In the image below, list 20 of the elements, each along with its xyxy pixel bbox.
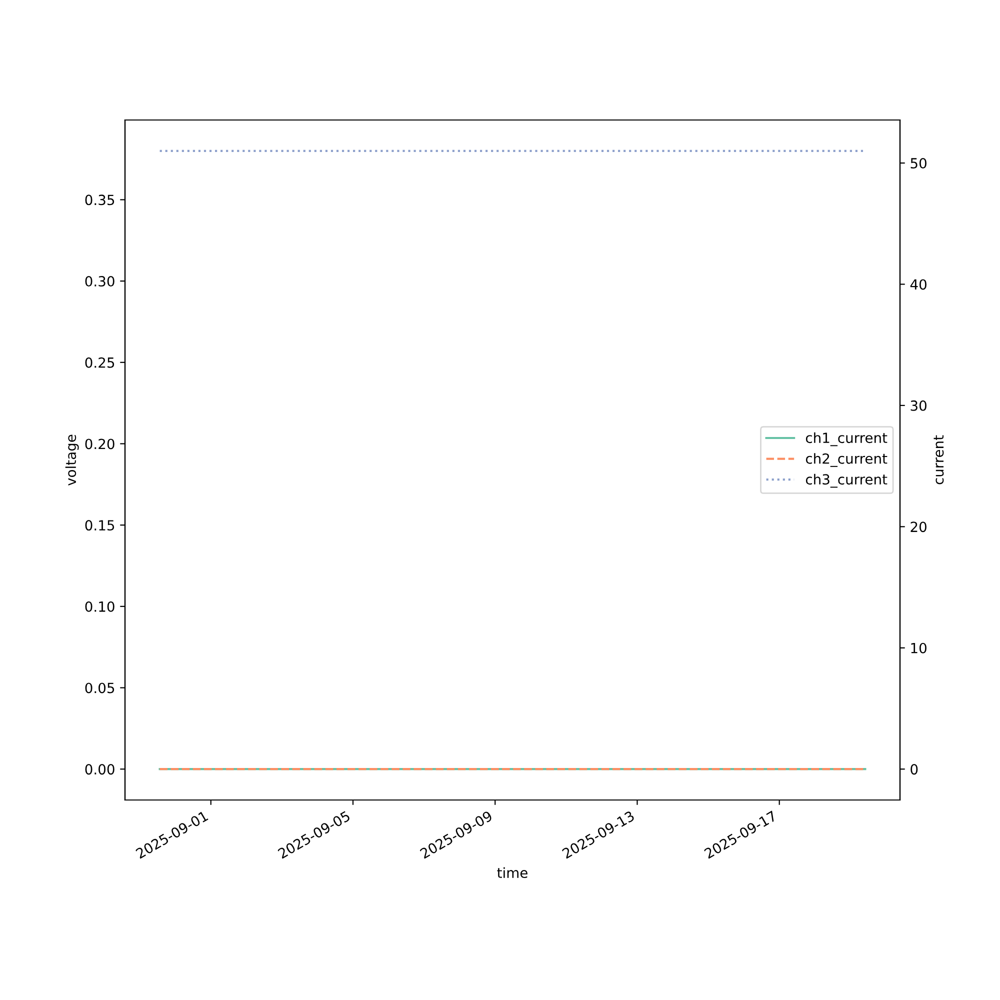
y-axis-title: voltage <box>65 434 79 486</box>
y-tick-label: 0.35 <box>85 194 114 206</box>
y-tick-label: 0.30 <box>85 276 114 287</box>
legend-label: ch2_current <box>806 453 888 467</box>
y2-tick-label: 40 <box>910 279 926 290</box>
y-tick-label: 0.05 <box>85 682 114 694</box>
x-axis-title: time <box>497 867 528 878</box>
y-tick-label: 0.00 <box>85 764 114 775</box>
legend-label: ch1_current <box>806 432 888 446</box>
y2-tick-label: 50 <box>910 158 926 169</box>
y2-tick-label: 20 <box>910 522 926 532</box>
y2-axis-title: current <box>934 435 944 484</box>
y2-tick-label: 0 <box>910 764 918 775</box>
y-tick-label: 0.20 <box>85 438 114 450</box>
y-tick-label: 0.10 <box>85 601 114 612</box>
legend-label: ch3_current <box>806 474 888 488</box>
y-tick-label: 0.15 <box>85 520 114 531</box>
y-tick-label: 0.25 <box>85 357 114 368</box>
y2-tick-label: 10 <box>911 642 926 654</box>
y2-tick-label: 30 <box>910 400 926 411</box>
